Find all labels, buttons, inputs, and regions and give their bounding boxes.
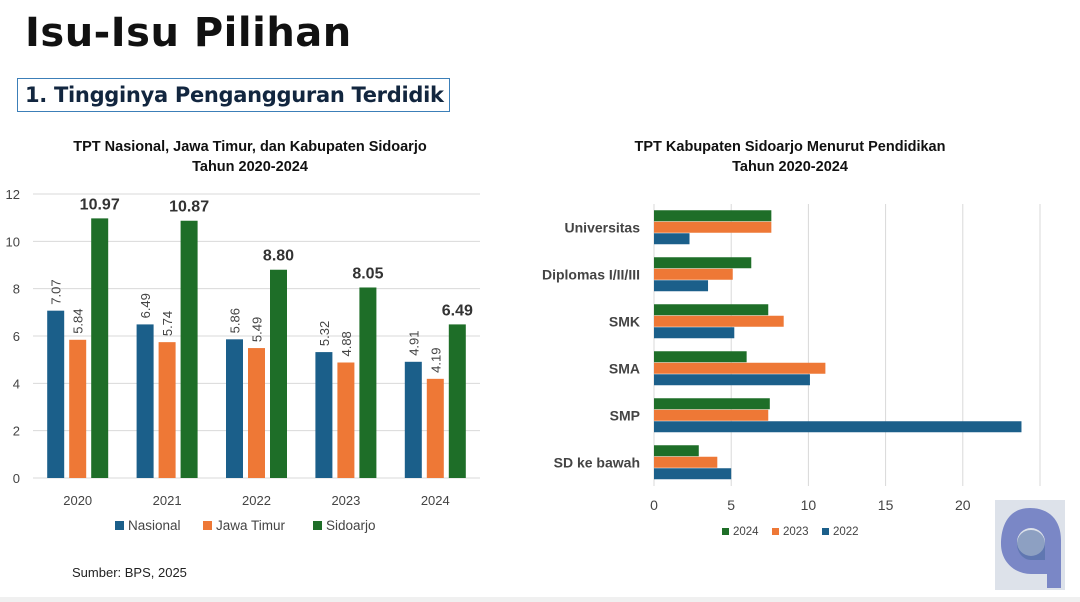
chart1-bar xyxy=(158,342,176,478)
chart2-xtick-label: 15 xyxy=(878,497,894,513)
chart1-bar xyxy=(248,348,265,478)
chart1-bar xyxy=(47,310,65,478)
chart1-title: TPT Nasional, Jawa Timur, dan Kabupaten … xyxy=(73,139,427,155)
chart2-category-label: SMP xyxy=(610,408,640,424)
chart1-data-label: 8.05 xyxy=(352,265,383,282)
chart1-svg: 0 2 4 6 8 10 12 7.07 5.84 10.97 2020 6.49 5.74 10.87 2… xyxy=(6,187,480,533)
chart2-xtick-label: 10 xyxy=(801,497,817,513)
chart1-ytick-label: 2 xyxy=(13,424,20,439)
chart2-bar xyxy=(654,398,770,410)
chart1-xtick-label: 2022 xyxy=(242,493,271,508)
chart2-bar xyxy=(654,468,732,480)
chart2-bar xyxy=(654,304,769,316)
chart1-data-label: 5.86 xyxy=(228,308,243,333)
chart2-category-label: Universitas xyxy=(565,220,641,236)
chart1-xtick-label: 2024 xyxy=(421,493,450,508)
chart1-data-label: 5.74 xyxy=(160,311,175,336)
chart2-bar xyxy=(654,351,747,363)
chart1-data-label: 5.32 xyxy=(317,321,332,346)
chart1-data-label: 4.19 xyxy=(428,348,443,373)
chart2-bar xyxy=(654,221,772,233)
chart1-data-label: 5.84 xyxy=(71,308,86,333)
chart2-bar xyxy=(654,233,690,245)
chart2-xtick-label: 0 xyxy=(650,497,658,513)
chart1-ytick-label: 8 xyxy=(13,282,20,297)
chart1-data-label: 8.80 xyxy=(263,248,294,265)
chart2-bar xyxy=(654,315,784,327)
chart1-bar xyxy=(315,352,333,478)
chart2-bar xyxy=(654,409,769,421)
chart2-legend-label: 2023 xyxy=(783,526,809,538)
chart2-category-label: Diplomas I/II/III xyxy=(542,267,640,283)
chart1-bar xyxy=(359,287,377,478)
chart2-bar xyxy=(654,268,733,280)
bottom-strip xyxy=(0,597,1080,602)
section-heading: 1. Tingginya Pengangguran Terdidik xyxy=(25,83,444,107)
chart1-bar xyxy=(270,269,287,478)
chart1-bar xyxy=(426,378,444,478)
chart2-xtick-label: 20 xyxy=(955,497,971,513)
chart2-legend-swatch xyxy=(822,528,829,535)
chart2-bar xyxy=(654,327,735,339)
chart2-bar xyxy=(654,421,1022,433)
chart1-bar xyxy=(337,362,355,478)
chart2-legend-label: 2024 xyxy=(733,526,759,538)
chart1-data-label: 5.49 xyxy=(250,317,265,342)
chart1-ytick-label: 4 xyxy=(13,376,20,391)
chart1-title-block: TPT Nasional, Jawa Timur, dan Kabupaten … xyxy=(30,137,470,177)
chart2-title-block: TPT Kabupaten Sidoarjo Menurut Pendidika… xyxy=(560,137,1020,177)
chart2-legend-swatch xyxy=(722,528,729,535)
chart2-bar xyxy=(654,210,772,222)
chart1-bar xyxy=(91,218,109,479)
chart1-legend-label: Jawa Timur xyxy=(216,518,286,533)
chart1-xtick-label: 2021 xyxy=(153,493,182,508)
chart2-category-label: SMA xyxy=(609,361,640,377)
chart1-bar xyxy=(136,324,154,478)
chart1-ytick-label: 6 xyxy=(13,329,20,344)
chart1-legend-swatch xyxy=(115,521,124,530)
chart1-data-label: 6.49 xyxy=(442,302,473,319)
chart2-bar xyxy=(654,374,810,386)
chart2-xtick-label: 5 xyxy=(727,497,735,513)
chart1-bar xyxy=(69,339,87,478)
chart1-legend-swatch xyxy=(313,521,322,530)
chart2-legend-label: 2022 xyxy=(833,526,859,538)
section-heading-box: 1. Tingginya Pengangguran Terdidik xyxy=(17,78,450,112)
chart2-subtitle: Tahun 2020-2024 xyxy=(732,159,848,175)
chart1-bar xyxy=(448,324,466,478)
chart1-data-label: 7.07 xyxy=(49,279,64,304)
chart2-title: TPT Kabupaten Sidoarjo Menurut Pendidika… xyxy=(634,139,946,155)
chart1-legend-label: Sidoarjo xyxy=(326,518,376,533)
chart1-bar xyxy=(180,220,198,478)
chart1-bar xyxy=(226,339,243,478)
chart2-bar xyxy=(654,362,826,374)
chart2-category-label: SD ke bawah xyxy=(554,455,640,471)
chart1-data-label: 4.91 xyxy=(406,330,421,355)
chart1-xtick-label: 2023 xyxy=(331,493,360,508)
chart1-legend-label: Nasional xyxy=(128,518,181,533)
chart1-legend-swatch xyxy=(203,521,212,530)
chart2-bar xyxy=(654,456,718,468)
chart2-category-label: SMK xyxy=(609,314,640,330)
source-note: Sumber: BPS, 2025 xyxy=(72,565,187,580)
chart1-xtick-label: 2020 xyxy=(63,493,92,508)
chart1-ytick-label: 10 xyxy=(6,234,20,249)
chart2-bar xyxy=(654,280,709,292)
chart1-data-label: 4.88 xyxy=(339,331,354,356)
chart1-ytick-label: 12 xyxy=(6,187,20,202)
chart2-svg: 0510152025UniversitasDiplomas I/II/IIISM… xyxy=(542,204,1048,538)
chart1-ytick-label: 0 xyxy=(13,471,20,486)
chart1-data-label: 10.97 xyxy=(80,196,120,213)
chart1-data-label: 10.87 xyxy=(169,199,209,216)
slide-title: Isu-Isu Pilihan xyxy=(25,10,352,56)
chart2-legend-swatch xyxy=(772,528,779,535)
chart1-data-label: 6.49 xyxy=(138,293,153,318)
chart1-bar xyxy=(404,361,422,478)
chart1-subtitle: Tahun 2020-2024 xyxy=(192,159,308,175)
chart2-bar xyxy=(654,257,752,269)
q-logo-icon xyxy=(995,500,1065,590)
chart2-bar xyxy=(654,445,699,457)
